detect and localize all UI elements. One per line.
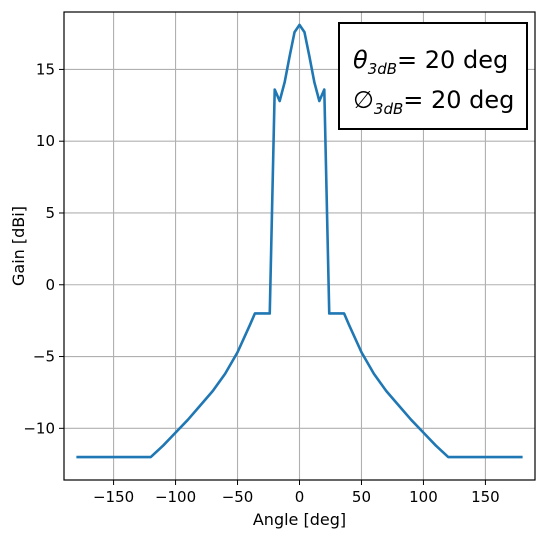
y-tick-label: 0	[45, 276, 55, 294]
annotation-subscript: 3dB	[368, 60, 397, 78]
series-line	[76, 23, 523, 459]
series-layer	[76, 23, 523, 459]
y-tick-label: 10	[36, 132, 55, 150]
annotation-subscript: 3dB	[374, 100, 403, 118]
x-tick-label: 100	[409, 488, 438, 506]
y-axis-label: Gain [dBi]	[9, 206, 28, 286]
y-tick-label: −5	[33, 348, 55, 366]
x-axis: −150 −100 −50 0 50 100 150	[93, 480, 500, 506]
y-tick-label: 5	[45, 204, 55, 222]
x-tick-label: 50	[352, 488, 371, 506]
y-tick-label: −10	[23, 419, 55, 437]
annotation-line: ∅3dB= 20 deg	[353, 86, 514, 118]
x-axis-label: Angle [deg]	[253, 510, 346, 529]
x-tick-label: −100	[155, 488, 196, 506]
annotation-frame	[338, 22, 528, 130]
x-tick-label: 0	[295, 488, 305, 506]
x-tick-label: 150	[471, 488, 500, 506]
annotation-line: θ3dB= 20 deg	[353, 46, 508, 78]
y-axis: −10 −5 0 5 10 15	[23, 60, 64, 437]
annotation-symbol: θ	[353, 46, 368, 74]
x-tick-label: −50	[222, 488, 254, 506]
annotation-value: = 20 deg	[397, 46, 508, 74]
annotation-symbol: ∅	[353, 86, 374, 114]
x-tick-label: −150	[93, 488, 134, 506]
annotation-box: θ3dB= 20 deg∅3dB= 20 deg	[338, 22, 528, 130]
annotation-value: = 20 deg	[403, 86, 514, 114]
y-tick-label: 15	[36, 60, 55, 78]
